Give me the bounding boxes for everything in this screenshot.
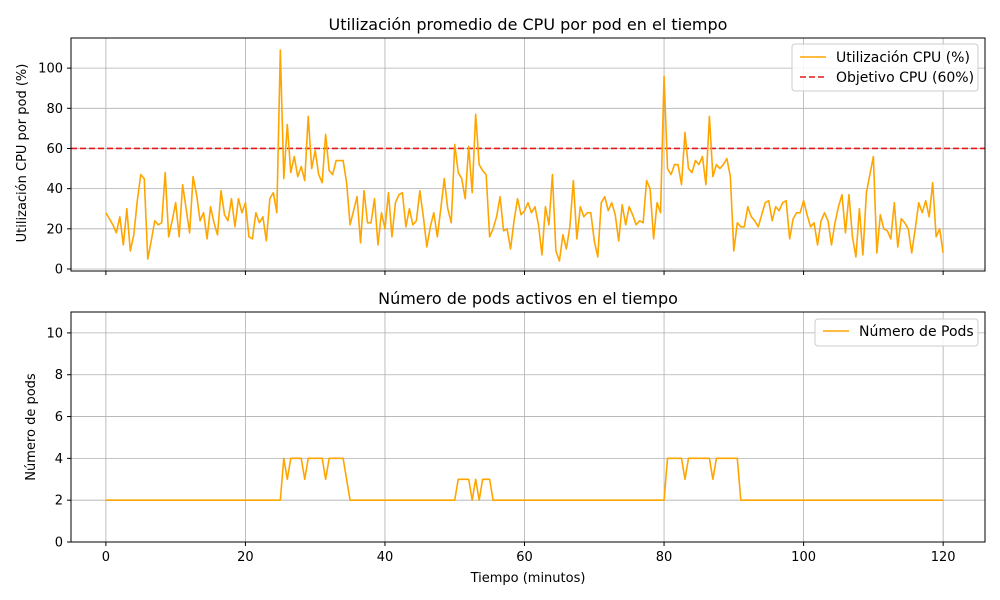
legend-label-cpu: Utilización CPU (%) bbox=[836, 50, 970, 66]
pods-y-tick-label-10: 10 bbox=[46, 326, 63, 341]
cpu-y-tick-label-0: 0 bbox=[55, 262, 63, 277]
pods-x-axis-label: Tiempo (minutos) bbox=[470, 571, 586, 586]
pods-x-tick-label-40: 40 bbox=[377, 550, 394, 565]
cpu-utilization-chart: Utilización promedio de CPU por pod en e… bbox=[15, 15, 986, 277]
pods-x-tick-label-0: 0 bbox=[102, 550, 110, 565]
pods-chart-title: Número de pods activos en el tiempo bbox=[378, 289, 678, 308]
cpu-y-axis-label: Utilización CPU por pod (%) bbox=[15, 64, 30, 243]
pods-x-tick-label-100: 100 bbox=[791, 550, 816, 565]
pods-x-ticks: 0 20 40 60 80 100 120 bbox=[102, 542, 956, 565]
pods-x-tick-label-80: 80 bbox=[656, 550, 673, 565]
pods-x-tick-label-60: 60 bbox=[516, 550, 533, 565]
legend-label-target: Objetivo CPU (60%) bbox=[836, 70, 974, 86]
pods-y-tick-label-2: 2 bbox=[55, 494, 63, 509]
pods-x-tick-label-120: 120 bbox=[931, 550, 956, 565]
pods-y-axis-label: Número de pods bbox=[24, 373, 39, 481]
cpu-y-tick-label-40: 40 bbox=[46, 182, 63, 197]
pods-y-tick-label-8: 8 bbox=[55, 368, 63, 383]
pods-y-ticks: 0 2 4 6 8 10 bbox=[46, 326, 71, 551]
cpu-x-ticks bbox=[105, 271, 944, 275]
pods-series-group bbox=[105, 457, 944, 501]
pod-count-chart: Número de pods activos en el tiempo Núme… bbox=[24, 289, 986, 586]
cpu-y-tick-label-60: 60 bbox=[46, 142, 63, 157]
legend-label-pods: Número de Pods bbox=[859, 324, 974, 340]
pods-legend: Número de Pods bbox=[814, 318, 979, 347]
pods-y-tick-label-4: 4 bbox=[55, 452, 63, 467]
cpu-y-tick-label-80: 80 bbox=[46, 102, 63, 117]
pods-plot-frame bbox=[70, 311, 986, 543]
cpu-y-tick-label-20: 20 bbox=[46, 222, 63, 237]
cpu-legend: Utilización CPU (%) Objetivo CPU (60%) bbox=[791, 43, 979, 92]
pods-series-line bbox=[105, 457, 944, 501]
cpu-chart-title: Utilización promedio de CPU por pod en e… bbox=[329, 15, 728, 34]
pods-y-tick-label-6: 6 bbox=[55, 410, 63, 425]
cpu-plot-frame bbox=[70, 37, 986, 272]
cpu-series-group bbox=[105, 49, 944, 262]
pods-x-tick-label-20: 20 bbox=[237, 550, 254, 565]
cpu-y-tick-label-100: 100 bbox=[38, 62, 63, 77]
pods-y-tick-label-0: 0 bbox=[55, 536, 63, 551]
cpu-series-line bbox=[105, 49, 944, 262]
cpu-y-ticks: 0 20 40 60 80 100 bbox=[38, 62, 71, 277]
